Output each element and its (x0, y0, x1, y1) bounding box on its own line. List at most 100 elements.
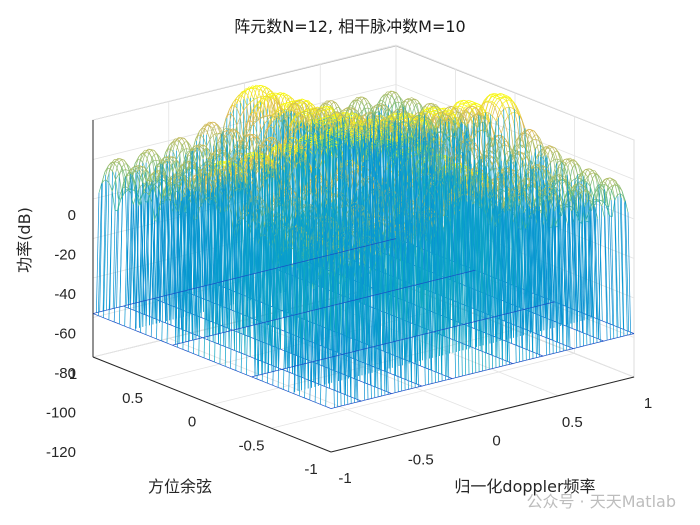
mesh-line-doppler (353, 108, 357, 114)
mesh-line-doppler (425, 367, 429, 370)
mesh-line-doppler (564, 193, 568, 211)
mesh-line-doppler (620, 197, 625, 337)
mesh-line-doppler (541, 335, 545, 338)
mesh-line-doppler (574, 174, 579, 180)
mesh-line-doppler (580, 193, 584, 202)
mesh-line-doppler (444, 117, 448, 125)
mesh-line-doppler (438, 372, 442, 375)
mesh-line-doppler (334, 103, 339, 112)
mesh-line-doppler (276, 120, 281, 129)
mesh-line-doppler (272, 95, 276, 100)
mesh-line-doppler (486, 352, 490, 355)
mesh-line-doppler (518, 133, 523, 149)
mesh-line-doppler (308, 114, 312, 123)
mesh-line-doppler (501, 114, 506, 122)
mesh-line-doppler (627, 212, 631, 335)
mesh-line-doppler (617, 193, 621, 196)
mesh-line-doppler (587, 202, 591, 345)
mesh-line-doppler (452, 233, 456, 378)
mesh-line-doppler (537, 353, 541, 356)
mesh-line-doppler (528, 142, 533, 156)
mesh-line-doppler (553, 163, 557, 172)
mesh-line-doppler (279, 127, 283, 147)
mesh-line-doppler (494, 97, 498, 99)
mesh-line-doppler (352, 105, 356, 110)
mesh-line-doppler (496, 135, 500, 140)
mesh-line-doppler (247, 94, 251, 103)
mesh-line-doppler (511, 343, 515, 345)
mesh-line-doppler (491, 354, 495, 357)
mesh-line-doppler (460, 106, 464, 109)
mesh-line-doppler (550, 151, 555, 160)
mesh-line-doppler (266, 121, 270, 132)
mesh-line-doppler (413, 98, 418, 105)
mesh-line-doppler (527, 157, 531, 167)
mesh-line-doppler (471, 119, 475, 128)
mesh-line-doppler (562, 187, 567, 207)
mesh-line-doppler (516, 345, 520, 347)
mesh-line-doppler (515, 151, 519, 154)
mesh-line-doppler (465, 144, 469, 160)
mesh-line-doppler (468, 114, 473, 120)
mesh-line-doppler (474, 107, 479, 115)
mesh-line-doppler (612, 179, 616, 186)
mesh-line-doppler (328, 100, 333, 105)
mesh-line-doppler (544, 149, 548, 155)
mesh-line-doppler (496, 178, 501, 183)
mesh-line-doppler (273, 129, 277, 137)
mesh-line-doppler (339, 120, 343, 126)
mesh-line-doppler (258, 85, 262, 89)
mesh-line-doppler (243, 98, 248, 107)
mesh-line-doppler (324, 110, 329, 117)
mesh-line-doppler (503, 98, 507, 101)
mesh-line-doppler (466, 100, 470, 102)
mesh-line-doppler (597, 174, 601, 183)
mesh-line-doppler (602, 181, 607, 184)
mesh-line-doppler (462, 121, 466, 127)
mesh-line-doppler (506, 106, 510, 109)
mesh-line-doppler (401, 106, 405, 109)
mesh-line-doppler (597, 218, 601, 342)
mesh-line-doppler (527, 138, 531, 161)
mesh-line-doppler (493, 102, 497, 106)
mesh-line-doppler (574, 329, 578, 331)
mesh-line-doppler (255, 113, 260, 119)
mesh-line-doppler (545, 145, 549, 148)
mesh-line-doppler (494, 177, 498, 317)
mesh-line-doppler (560, 156, 565, 165)
mesh-line-doppler (527, 129, 531, 134)
mesh-line-doppler (488, 103, 493, 113)
mesh-line-doppler (246, 86, 250, 91)
mesh-line-doppler (587, 192, 592, 205)
grid-line (168, 337, 407, 434)
mesh-line-doppler (241, 94, 245, 99)
mesh-line-doppler (529, 138, 533, 154)
mesh-line-doppler (449, 135, 454, 157)
mesh-line-doppler (450, 318, 454, 321)
mesh-line-doppler (474, 148, 479, 162)
mesh-line-doppler (604, 321, 608, 324)
mesh-line-doppler (504, 121, 508, 133)
mesh-line-doppler (491, 97, 495, 104)
mesh-line-doppler (243, 89, 247, 100)
mesh-line-doppler (628, 331, 632, 333)
mesh-line-doppler (606, 178, 610, 181)
mesh-line-doppler (411, 97, 415, 100)
mesh-line-doppler (608, 188, 612, 201)
mesh-line-doppler (480, 132, 484, 154)
mesh-line-doppler (410, 99, 414, 105)
mesh-line-doppler (554, 178, 558, 183)
mesh-line-doppler (511, 175, 515, 188)
mesh-line-doppler (352, 113, 356, 125)
mesh-line-doppler (430, 369, 434, 372)
mesh-line-doppler (262, 102, 266, 109)
mesh-line-doppler (610, 323, 613, 326)
mesh-line-doppler (604, 217, 608, 341)
mesh-line-doppler (517, 159, 521, 169)
mesh-line-doppler (567, 223, 571, 350)
mesh-line-doppler (590, 173, 594, 182)
mesh-line-doppler (432, 102, 436, 107)
mesh-line-doppler (546, 148, 551, 158)
mesh-line-doppler (389, 91, 393, 96)
mesh-line-doppler (586, 173, 590, 183)
